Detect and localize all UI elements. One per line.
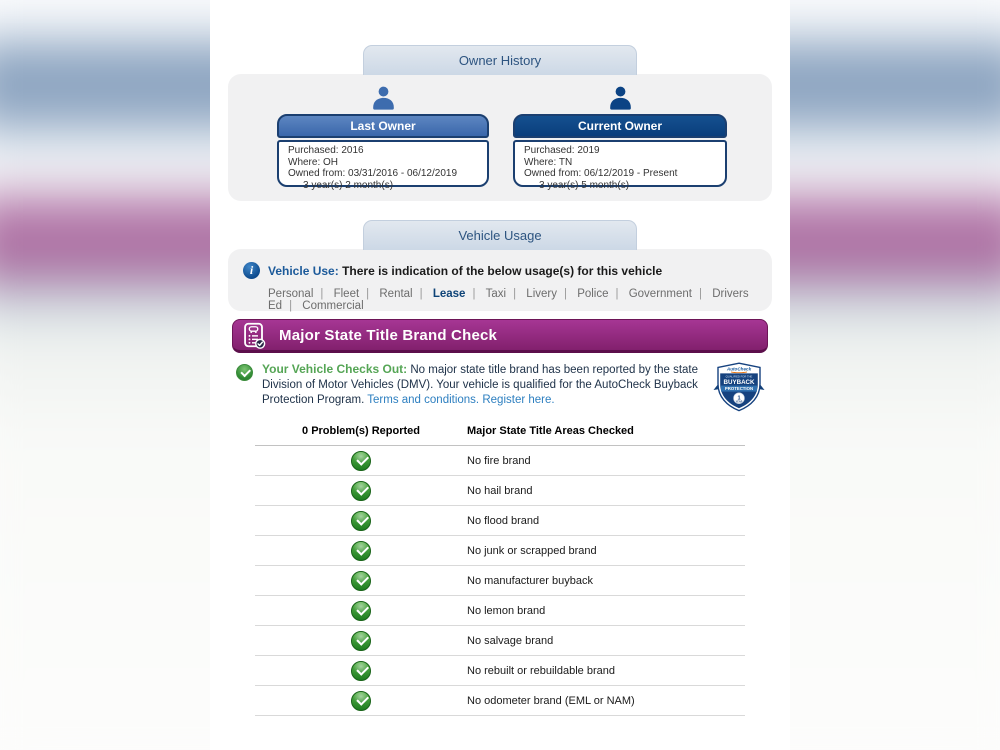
- title-brand-check-header: Major State Title Brand Check: [232, 319, 768, 353]
- owner-history-tab-label: Owner History: [458, 53, 542, 68]
- vehicle-usage-tab: Vehicle Usage: [363, 220, 637, 250]
- vehicle-use-message: Vehicle Use: There is indication of the …: [268, 264, 662, 278]
- current-owner-duration: 3 year(s) 5 month(s): [539, 179, 630, 191]
- svg-text:YEAR: YEAR: [736, 401, 743, 404]
- check-area-label: No flood brand: [467, 514, 540, 527]
- last-owner-column: Last Owner Purchased: 2016 Where: OH Own…: [277, 85, 489, 201]
- table-row: No rebuilt or rebuildable brand: [255, 656, 745, 686]
- usage-item: Police: [577, 288, 625, 300]
- table-row: No odometer brand (EML or NAM): [255, 686, 745, 716]
- table-row: No fire brand: [255, 446, 745, 476]
- current-owner-card: Current Owner Purchased: 2019 Where: TN …: [513, 114, 727, 191]
- section-title: Major State Title Brand Check: [279, 326, 498, 344]
- usage-item: Livery: [526, 288, 574, 300]
- check-area-label: No rebuilt or rebuildable brand: [467, 664, 615, 677]
- vehicle-usage-section: i Vehicle Use: There is indication of th…: [228, 249, 772, 312]
- vehicle-usage-tab-label: Vehicle Usage: [458, 228, 542, 243]
- title-document-icon: [244, 322, 266, 349]
- table-row: No salvage brand: [255, 626, 745, 656]
- usage-item: Rental: [379, 288, 429, 300]
- check-area-label: No fire brand: [467, 454, 531, 467]
- current-owner-purchased: Purchased: 2019: [524, 145, 600, 156]
- status-cell: [255, 686, 467, 716]
- last-owner-purchased: Purchased: 2016: [288, 145, 364, 156]
- check-icon: [351, 630, 371, 651]
- vehicle-checks-out-text: Your Vehicle Checks Out: No major state …: [262, 362, 710, 412]
- check-area-label: No hail brand: [467, 484, 533, 497]
- status-cell: [255, 446, 467, 476]
- table-row: No junk or scrapped brand: [255, 536, 745, 566]
- status-cell: [255, 506, 467, 536]
- status-text: No major state title brand has been repo…: [262, 364, 699, 406]
- check-icon: [351, 450, 371, 471]
- check-icon: [351, 690, 371, 711]
- status-cell: [255, 656, 467, 686]
- owner-history-tab: Owner History: [363, 45, 637, 75]
- terms-and-conditions-link[interactable]: Terms and conditions.: [367, 394, 480, 406]
- vehicle-report-page: Owner History Last Owner Purchased: 2016…: [210, 0, 790, 750]
- last-owner-card-details: Purchased: 2016 Where: OH Owned from: 03…: [277, 140, 489, 191]
- svg-text:AutoCheck: AutoCheck: [726, 367, 752, 372]
- table-row: No hail brand: [255, 476, 745, 506]
- table-header-row: 0 Problem(s) Reported Major State Title …: [255, 425, 745, 446]
- check-icon: [351, 510, 371, 531]
- current-owner-card-title: Current Owner: [513, 114, 727, 138]
- check-area-label: No odometer brand (EML or NAM): [467, 694, 635, 707]
- svg-text:QUALIFIED FOR THE: QUALIFIED FOR THE: [726, 375, 753, 379]
- problems-reported-header: 0 Problem(s) Reported: [302, 425, 420, 437]
- green-check-icon: [236, 364, 253, 381]
- status-label: Your Vehicle Checks Out:: [262, 362, 408, 376]
- table-row: No manufacturer buyback: [255, 566, 745, 596]
- areas-checked-header: Major State Title Areas Checked: [467, 425, 634, 437]
- info-icon: i: [243, 262, 260, 279]
- check-area-label: No junk or scrapped brand: [467, 544, 597, 557]
- check-area-label: No manufacturer buyback: [467, 574, 593, 587]
- last-owner-card-title: Last Owner: [277, 114, 489, 138]
- status-cell: [255, 566, 467, 596]
- current-owner-owned-from: Owned from: 06/12/2019 - Present: [524, 168, 678, 179]
- check-area-label: No salvage brand: [467, 634, 554, 647]
- vehicle-checks-out-banner: Your Vehicle Checks Out: No major state …: [236, 362, 790, 412]
- vehicle-use-row: i Vehicle Use: There is indication of th…: [243, 262, 772, 279]
- status-cell: [255, 536, 467, 566]
- check-icon: [351, 540, 371, 561]
- usage-item: Fleet: [334, 288, 377, 300]
- check-icon: [351, 570, 371, 591]
- check-icon: [351, 480, 371, 501]
- vehicle-use-label: Vehicle Use:: [268, 263, 339, 278]
- current-owner-where: Where: TN: [524, 156, 573, 168]
- svg-text:PROTECTION: PROTECTION: [725, 386, 753, 391]
- check-icon: [351, 600, 371, 621]
- usage-item: Government: [629, 288, 709, 300]
- current-owner-column: Current Owner Purchased: 2019 Where: TN …: [513, 85, 727, 201]
- status-cell: [255, 626, 467, 656]
- buyback-protection-badge: AutoCheck QUALIFIED FOR THE BUYBACK PROT…: [713, 362, 765, 412]
- last-owner-duration: 3 year(s) 2 month(s): [303, 179, 394, 191]
- current-owner-card-details: Purchased: 2019 Where: TN Owned from: 06…: [513, 140, 727, 191]
- usage-item: Commercial: [302, 300, 364, 312]
- check-icon: [351, 660, 371, 681]
- vehicle-use-text: There is indication of the below usage(s…: [342, 263, 663, 278]
- register-here-link[interactable]: Register here.: [482, 394, 555, 406]
- usage-item-active: Lease: [433, 288, 483, 300]
- last-owner-card: Last Owner Purchased: 2016 Where: OH Own…: [277, 114, 489, 191]
- person-icon: [609, 86, 631, 110]
- usage-item: Taxi: [486, 288, 523, 300]
- usage-item: Personal: [268, 288, 330, 300]
- status-cell: [255, 476, 467, 506]
- check-area-label: No lemon brand: [467, 604, 546, 617]
- svg-text:1: 1: [737, 395, 740, 401]
- table-row: No lemon brand: [255, 596, 745, 626]
- table-row: No flood brand: [255, 506, 745, 536]
- usage-type-list: Personal Fleet Rental Lease Taxi Livery …: [268, 288, 772, 312]
- last-owner-where: Where: OH: [288, 156, 339, 168]
- owner-history-section: Last Owner Purchased: 2016 Where: OH Own…: [228, 74, 772, 201]
- title-check-table: 0 Problem(s) Reported Major State Title …: [255, 425, 745, 716]
- person-icon: [372, 86, 394, 110]
- svg-text:BUYBACK: BUYBACK: [724, 379, 755, 386]
- status-cell: [255, 596, 467, 626]
- last-owner-owned-from: Owned from: 03/31/2016 - 06/12/2019: [288, 168, 458, 179]
